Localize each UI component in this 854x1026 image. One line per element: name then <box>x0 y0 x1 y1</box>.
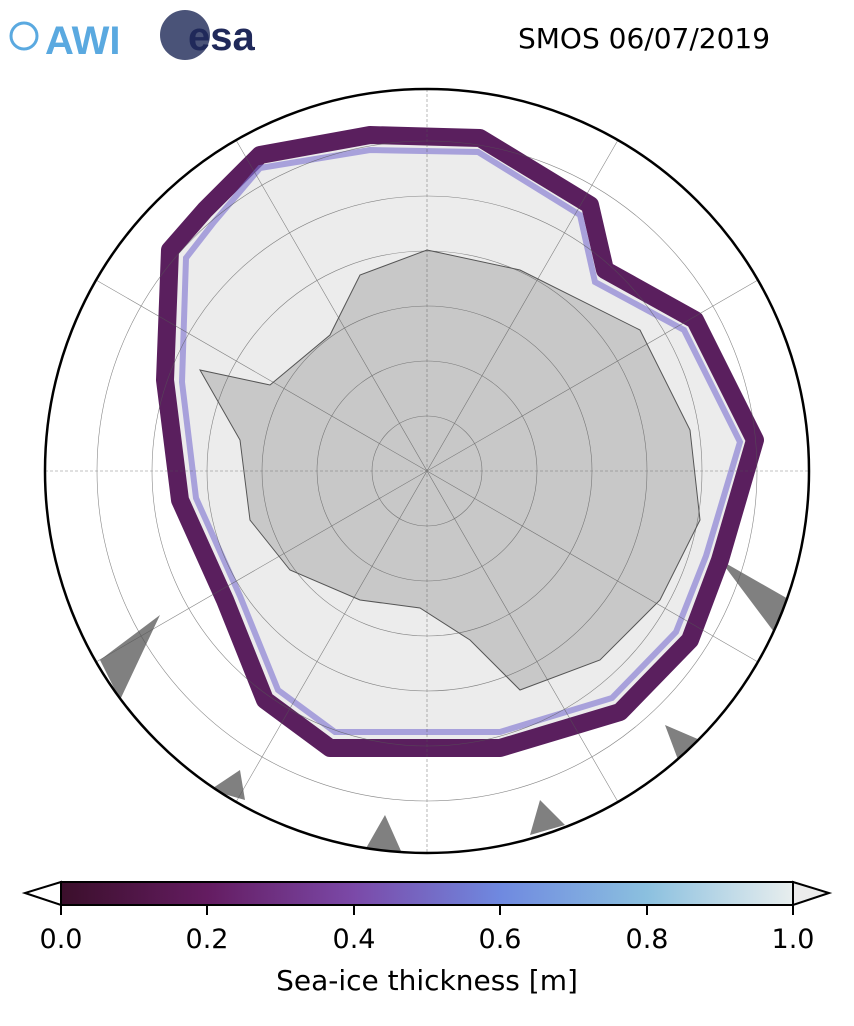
svg-text:esa: esa <box>188 15 255 59</box>
map-boundary <box>43 87 811 855</box>
colorbar-extend-low <box>21 880 62 907</box>
colorbar-tick: 0.0 <box>39 924 83 955</box>
colorbar-tick: 0.2 <box>185 924 229 955</box>
colorbar-tick: 0.4 <box>332 924 376 955</box>
colorbar-tick: 0.6 <box>478 924 522 955</box>
logo-awi: AWI <box>9 19 121 63</box>
graticule <box>45 89 809 853</box>
logo-esa: esa <box>160 10 255 60</box>
colorbar-label: Sea-ice thickness [m] <box>276 964 578 997</box>
ice-thin-band <box>178 146 744 735</box>
colorbar-extend-high <box>792 880 833 907</box>
colorbar <box>21 880 833 915</box>
colorbar-tick: 1.0 <box>771 924 815 955</box>
map-title: SMOS 06/07/2019 <box>518 22 771 55</box>
antarctica <box>199 249 701 691</box>
svg-text:AWI: AWI <box>45 19 121 63</box>
colorbar-tick: 0.8 <box>625 924 669 955</box>
